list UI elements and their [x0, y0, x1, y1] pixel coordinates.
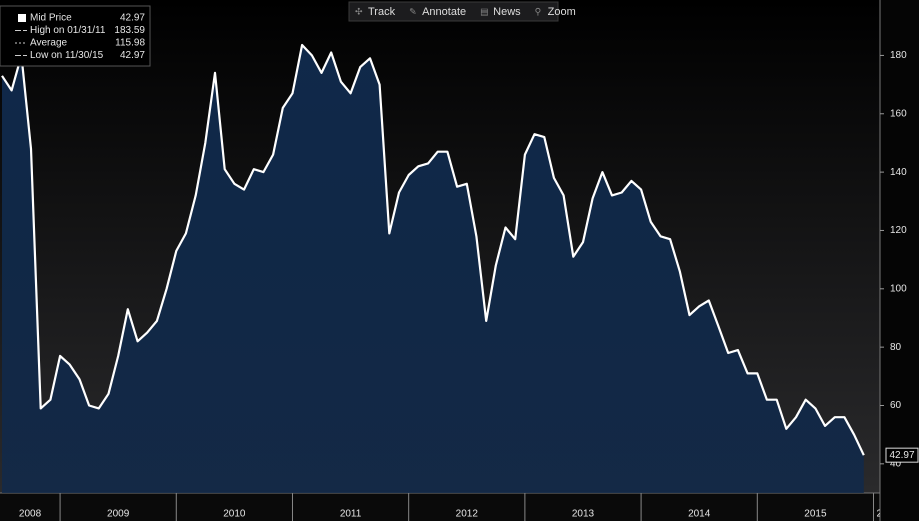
legend-value: 42.97: [120, 50, 145, 61]
last-value-tag: [885, 447, 919, 463]
legend-value: 183.59: [114, 25, 145, 36]
y-tick-label: 140: [890, 167, 907, 178]
x-tick-label: 2016: [876, 509, 899, 520]
toolbar-label[interactable]: Zoom: [548, 6, 576, 18]
toolbar-icon: ✣: [355, 6, 363, 16]
toolbar-icon: ⚲: [535, 6, 542, 16]
toolbar-label[interactable]: Track: [368, 6, 396, 18]
y-tick-label: 100: [890, 283, 907, 294]
x-tick-label: 2014: [688, 509, 711, 520]
x-tick-label: 2015: [804, 509, 827, 520]
legend-value: 115.98: [115, 38, 145, 49]
legend-label: Average: [30, 38, 68, 49]
legend-label: High on 01/31/11: [30, 25, 106, 36]
legend: Mid Price 42.97 High on 01/31/11 183.59 Aver…: [0, 5, 151, 67]
legend-label: Mid Price: [30, 13, 72, 24]
y-axis-panel: [880, 0, 919, 521]
toolbar-button[interactable]: ⚲ Zoom: [535, 6, 576, 18]
legend-swatch: [18, 14, 26, 22]
x-tick-label: 2010: [223, 509, 246, 520]
y-axis: 40 60 80 100 120 140 160 180 42.97: [880, 50, 919, 469]
x-tick-label: 2011: [340, 509, 362, 520]
toolbar-label[interactable]: News: [493, 6, 521, 18]
x-tick-label: 2009: [107, 509, 130, 520]
x-axis-panel: [0, 493, 880, 521]
toolbar-icon: ▤: [480, 6, 489, 16]
toolbar-icon: ✎: [409, 6, 417, 16]
legend-value: 42.97: [120, 13, 145, 24]
x-tick-label: 2012: [456, 509, 479, 520]
toolbar-button[interactable]: ▤ News: [480, 6, 521, 18]
toolbar-background: [348, 1, 559, 22]
toolbar: ✣ Track ✎ Annotate ▤ News ⚲ Zoom: [348, 1, 576, 22]
area-fill: [2, 45, 864, 493]
y-tick-label: 160: [890, 108, 907, 119]
toolbar-label[interactable]: Annotate: [422, 6, 466, 18]
y-tick-label: 40: [890, 458, 902, 469]
y-tick-label: 180: [890, 50, 907, 61]
legend-label: Low on 11/30/15: [30, 50, 104, 61]
toolbar-button[interactable]: ✣ Track: [355, 6, 396, 18]
toolbar-button[interactable]: ✎ Annotate: [409, 6, 466, 18]
y-tick-label: 60: [890, 400, 902, 411]
x-tick-label: 2008: [19, 509, 42, 520]
last-value-label: 42.97: [889, 450, 914, 461]
y-tick-label: 120: [890, 225, 907, 236]
plot: [1, 43, 865, 493]
x-tick-label: 2013: [572, 509, 595, 520]
price-line: [1, 43, 865, 456]
x-axis: 2008 2009 2010 2011 2012 2013 2014 2015 2016: [19, 493, 899, 521]
y-tick-label: 80: [890, 342, 902, 353]
